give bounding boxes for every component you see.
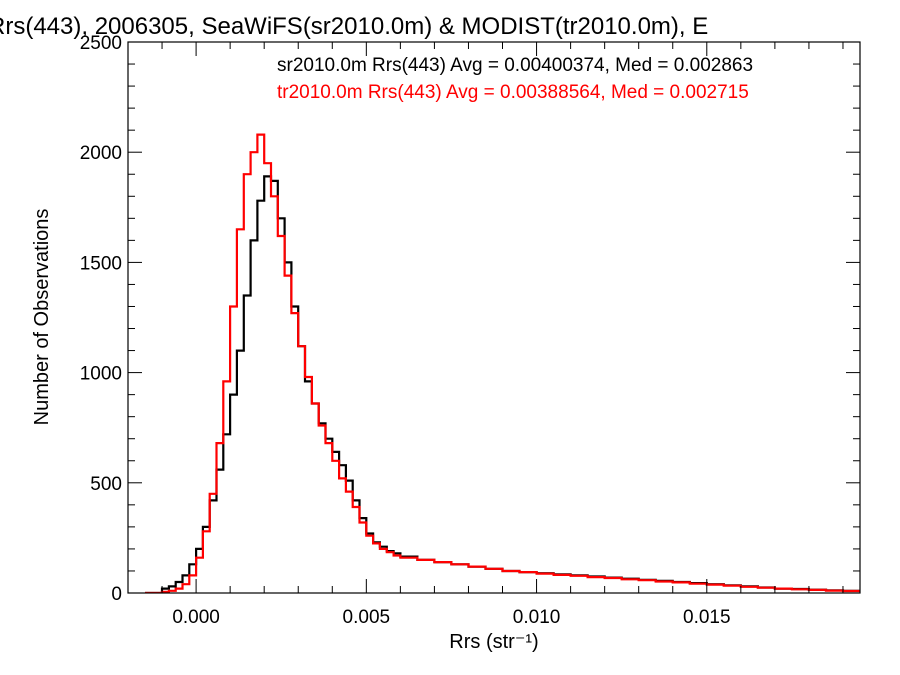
y-axis-label: Number of Observations: [31, 209, 53, 426]
y-tick-label: 500: [90, 474, 122, 495]
y-tick-label: 1500: [80, 253, 122, 274]
x-tick-label: 0.010: [513, 607, 561, 628]
y-tick-label: 2500: [80, 33, 122, 54]
chart-title: Rrs(443), 2006305, SeaWiFS(sr2010.0m) & …: [0, 13, 708, 40]
x-tick-label: 0.000: [172, 607, 220, 628]
plot-frame: [127, 41, 861, 594]
legend-entry-sr2010: sr2010.0m Rrs(443) Avg = 0.00400374, Med…: [277, 55, 753, 76]
y-tick-label: 2000: [80, 143, 122, 164]
x-tick-label: 0.005: [343, 607, 391, 628]
x-tick-label: 0.015: [683, 607, 731, 628]
y-tick-label: 1000: [80, 364, 122, 385]
series-line-2: [145, 133, 860, 593]
legend-entry-tr2010: tr2010.0m Rrs(443) Avg = 0.00388564, Med…: [277, 82, 749, 103]
x-axis-label: Rrs (str⁻¹): [449, 631, 538, 653]
y-tick-label: 0: [111, 584, 122, 605]
series-line-1: [145, 175, 860, 593]
